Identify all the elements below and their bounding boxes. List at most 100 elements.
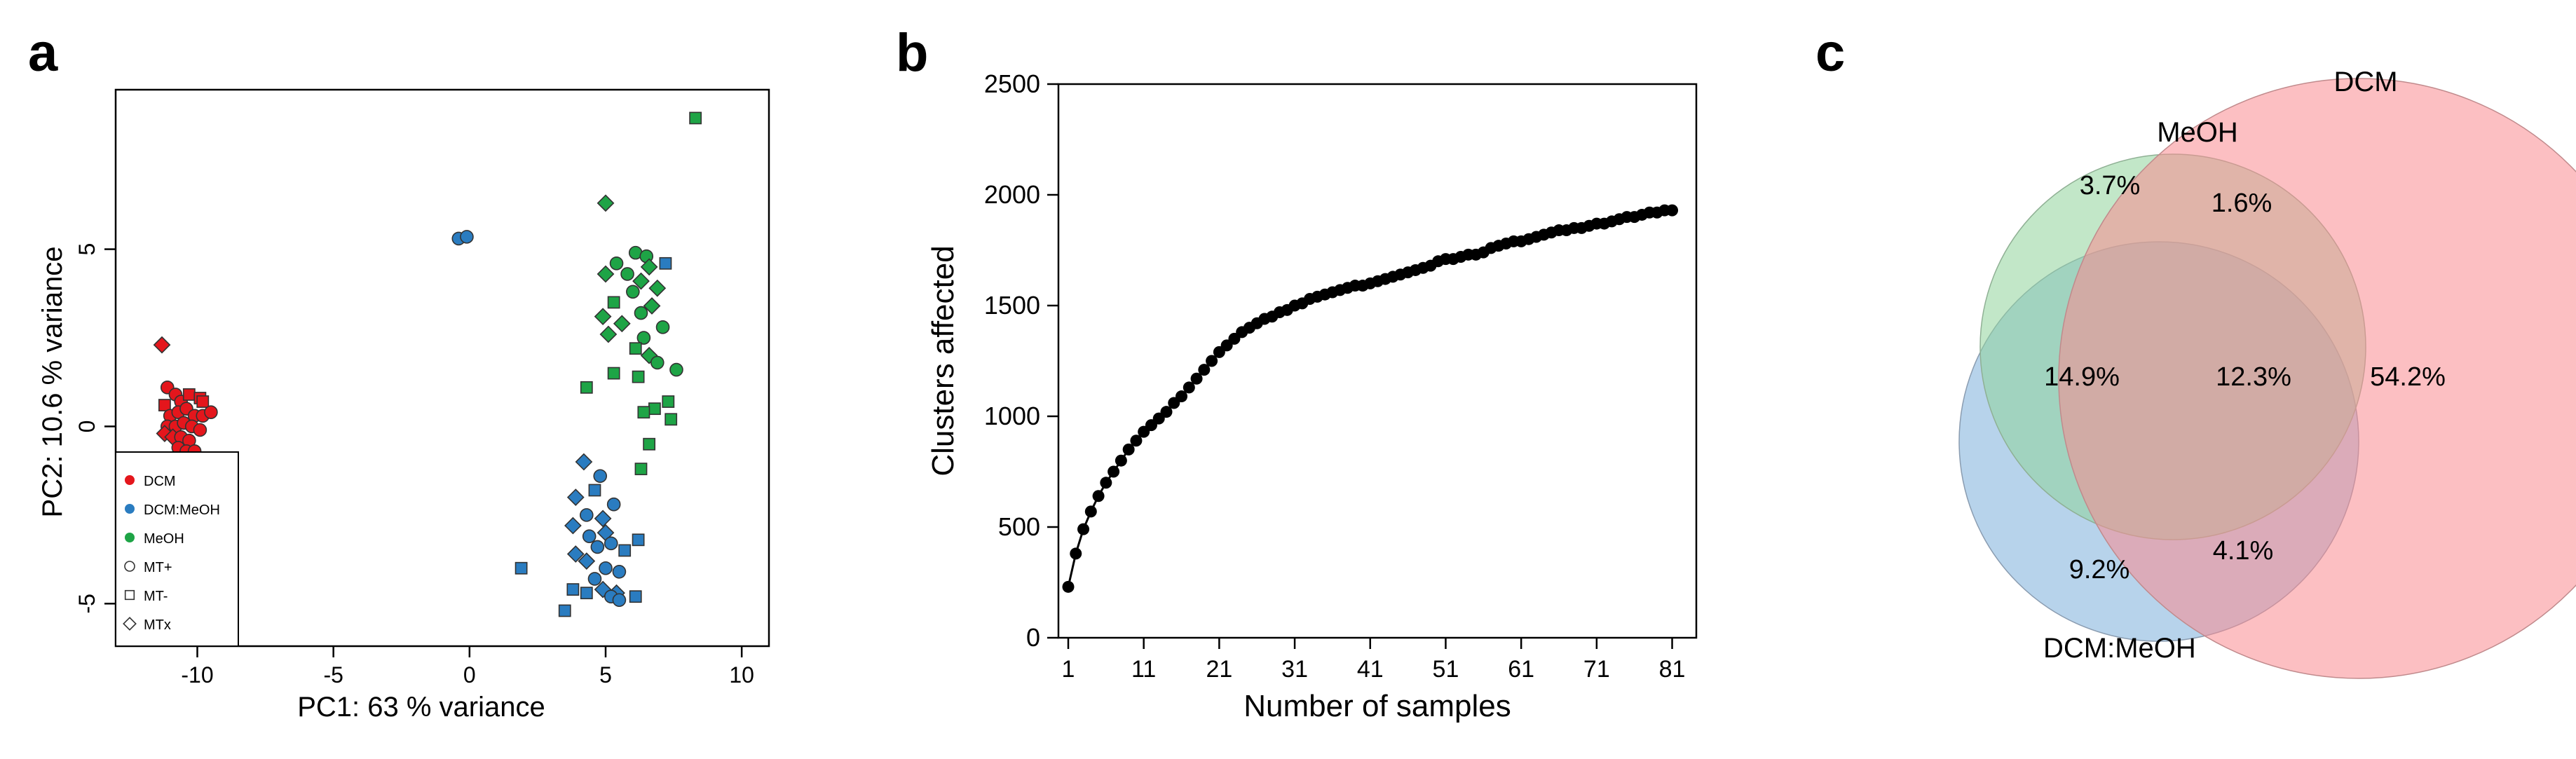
scatter-point — [580, 381, 593, 394]
x-tick-label: -5 — [323, 662, 343, 688]
scatter-point — [599, 325, 618, 343]
curve-point — [1084, 505, 1097, 518]
scatter-point — [514, 561, 528, 575]
venn-diagram: DCM MeOH DCM:MeOH 3.7% 1.6% 14.9% 12.3% 54.2% 9.… — [1958, 67, 2576, 679]
scatter-point — [632, 272, 650, 290]
panel-letter-b: b — [896, 23, 929, 83]
plot-frame — [1057, 83, 1698, 639]
panel-letter-c: c — [1815, 23, 1846, 83]
y-tick-label: 5 — [74, 243, 100, 256]
scatter-point — [613, 315, 631, 333]
scatter-point — [650, 355, 665, 370]
scatter-point — [632, 533, 645, 547]
curve-line — [1067, 209, 1672, 587]
curve-point — [1190, 372, 1203, 385]
scatter-points — [153, 111, 702, 617]
legend-shape-circle-icon — [124, 561, 135, 572]
x-tick-label: 10 — [729, 662, 754, 688]
scatter-point — [665, 413, 678, 426]
venn-region-label: 54.2% — [2370, 362, 2446, 392]
venn-region-label: 14.9% — [2044, 362, 2120, 392]
scatter-point — [566, 488, 585, 506]
curve-point — [1130, 435, 1143, 447]
x-tick-label: 11 — [1131, 656, 1156, 683]
scatter-point — [629, 342, 642, 355]
scatter-point — [597, 265, 615, 283]
panel-a: a -10 -5 0 5 10 -5 0 5 PC1: 63 % variance PC2: 10… — [0, 0, 799, 759]
y-tick-label: 0 — [74, 420, 100, 433]
x-tick-label: 51 — [1433, 656, 1459, 683]
scatter-point — [606, 497, 621, 512]
scatter-point — [182, 388, 196, 401]
curve-point — [1175, 390, 1188, 403]
scatter-point — [566, 583, 580, 596]
curve-point — [1092, 490, 1105, 502]
venn-region-label: 3.7% — [2080, 171, 2141, 200]
venn-circle-dcm — [2058, 78, 2576, 679]
x-tick-label: 31 — [1281, 656, 1308, 683]
scatter-point — [590, 540, 605, 554]
scatter-point — [158, 399, 171, 412]
scatter-point — [620, 267, 634, 281]
curve-point — [1122, 443, 1135, 456]
venn-region-label: 4.1% — [2213, 536, 2274, 566]
scatter-point — [632, 370, 645, 383]
y-tick-label: -5 — [74, 594, 100, 613]
scatter-point — [582, 529, 597, 544]
x-tick-label: 0 — [463, 662, 476, 688]
scatter-point — [604, 536, 618, 551]
curve-point — [1206, 355, 1218, 367]
scatter-point — [659, 257, 672, 270]
curve-point — [1115, 454, 1127, 467]
scatter-point — [612, 564, 627, 579]
y-axis-label: PC2: 10.6 % variance — [37, 247, 68, 518]
legend-label: DCM:MeOH — [144, 502, 220, 518]
scatter-point — [580, 587, 593, 600]
x-tick-label: 5 — [599, 662, 612, 688]
panel-c: c DCM MeOH DCM:MeOH 3.7% 1.6% 14.9% 12.3% 54.2%… — [1780, 0, 2576, 759]
panel-letter-a: a — [28, 23, 58, 83]
scatter-point — [588, 484, 601, 497]
legend-swatch — [125, 504, 135, 514]
scatter-point — [634, 306, 648, 320]
scatter-point — [669, 362, 683, 377]
legend-shape-square-icon — [124, 589, 135, 601]
scatter-point — [460, 230, 474, 244]
scatter-point — [594, 510, 612, 528]
x-tick-label: -10 — [181, 662, 213, 688]
x-tick-label: 81 — [1659, 656, 1686, 683]
scatter-point — [636, 331, 651, 345]
scatter-point — [648, 402, 661, 416]
legend: DCM DCM:MeOH MeOH MT+ MT- MTx — [115, 451, 239, 647]
curve-point — [1198, 364, 1211, 376]
scatter-point — [599, 561, 613, 575]
x-axis-label: Number of samples — [1243, 689, 1511, 723]
panel-b: b 0 500 1000 1500 2000 2500 1 11 21 31 41 51 61 71 81 N… — [869, 0, 1752, 759]
venn-region-label: 1.6% — [2212, 189, 2272, 218]
scatter-point — [689, 111, 702, 125]
scatter-point — [153, 336, 171, 354]
scatter-point — [612, 593, 627, 608]
legend-label: MT- — [144, 589, 168, 604]
scatter-point — [566, 545, 585, 563]
scatter-point — [643, 297, 661, 315]
legend-box — [115, 451, 239, 647]
y-tick-label: 500 — [998, 512, 1040, 541]
scatter-point — [594, 308, 612, 326]
scatter-point — [196, 395, 210, 408]
curve-point — [1062, 580, 1075, 593]
x-tick-label: 61 — [1508, 656, 1534, 683]
curve-points — [1062, 204, 1679, 593]
scatter-point — [193, 423, 207, 437]
legend-label: MTx — [144, 617, 171, 633]
scatter-point — [640, 258, 658, 276]
legend-label: MT+ — [144, 560, 172, 575]
venn-region-label: 12.3% — [2216, 362, 2291, 392]
x-tick-label: 21 — [1206, 656, 1232, 683]
y-tick-label: 2000 — [984, 180, 1040, 209]
scatter-point — [593, 469, 608, 484]
x-tick-label: 1 — [1062, 656, 1075, 683]
venn-region-label: 9.2% — [2069, 555, 2130, 584]
scatter-point — [580, 508, 594, 522]
curve-point — [1100, 477, 1112, 489]
